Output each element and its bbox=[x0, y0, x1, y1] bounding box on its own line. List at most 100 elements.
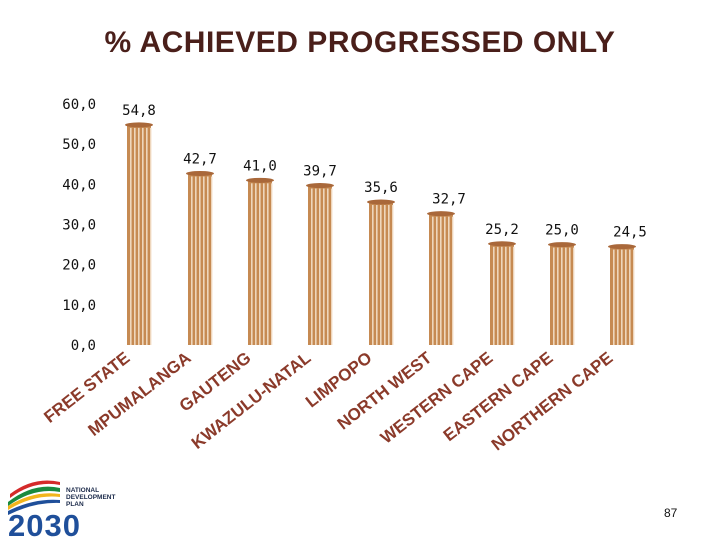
bar bbox=[367, 199, 395, 345]
bar-stripe bbox=[319, 188, 321, 345]
bar-stripe bbox=[271, 183, 273, 345]
bar-stripe bbox=[195, 176, 197, 345]
bar-stripe bbox=[323, 188, 325, 345]
bar-stripe bbox=[621, 249, 623, 345]
bar-stripe bbox=[384, 205, 386, 345]
bar-stripe bbox=[436, 216, 438, 345]
y-tick-label: 10,0 bbox=[62, 298, 96, 314]
bar bbox=[125, 122, 153, 346]
bar-stripe bbox=[432, 216, 434, 345]
y-tick-label: 60,0 bbox=[62, 97, 96, 113]
logo-line-1: NATIONAL bbox=[66, 487, 99, 494]
y-tick-label: 30,0 bbox=[62, 218, 96, 234]
bar bbox=[186, 170, 214, 345]
bar-stripe bbox=[191, 176, 193, 345]
bar-stripe bbox=[501, 246, 503, 345]
bar-stripe bbox=[259, 183, 261, 345]
bar-stripe bbox=[617, 249, 619, 345]
bar-cap bbox=[427, 211, 455, 217]
bar-cap bbox=[608, 244, 636, 250]
bar-stripe bbox=[267, 183, 269, 345]
data-label: 24,5 bbox=[613, 225, 647, 241]
bar-stripe bbox=[331, 188, 333, 345]
bar-stripe bbox=[376, 205, 378, 345]
data-label: 32,7 bbox=[432, 192, 466, 208]
bar-stripe bbox=[497, 246, 499, 345]
y-tick-label: 20,0 bbox=[62, 258, 96, 274]
y-tick-label: 40,0 bbox=[62, 177, 96, 193]
x-axis-labels: FREE STATEMPUMALANGAGAUTENGKWAZULU-NATAL… bbox=[40, 348, 616, 455]
flag-stripe-green bbox=[8, 486, 60, 506]
bar-stripe bbox=[311, 188, 313, 345]
bar-cap bbox=[367, 199, 395, 205]
data-label: 35,6 bbox=[364, 180, 398, 196]
bar-stripe bbox=[211, 176, 213, 345]
bar-stripe bbox=[315, 188, 317, 345]
bar-cap bbox=[548, 242, 576, 248]
bar-stripe bbox=[569, 247, 571, 345]
flag-stripe-gold bbox=[8, 493, 60, 510]
bar-stripe bbox=[150, 127, 152, 346]
bar-cap bbox=[306, 183, 334, 189]
bar-stripe bbox=[565, 247, 567, 345]
bar-stripe bbox=[493, 246, 495, 345]
bar-cap bbox=[246, 177, 274, 183]
bar bbox=[246, 177, 274, 345]
bar-stripe bbox=[199, 176, 201, 345]
bar-stripe bbox=[203, 176, 205, 345]
bar-stripe bbox=[146, 127, 148, 346]
bar-stripe bbox=[134, 127, 136, 346]
page-number: 87 bbox=[664, 506, 678, 520]
logo-line-2: DEVELOPMENT bbox=[66, 494, 116, 501]
bar-stripe bbox=[613, 249, 615, 345]
category-label: WESTERN CAPE bbox=[377, 348, 497, 447]
bar-stripe bbox=[392, 205, 394, 345]
bar-stripe bbox=[509, 246, 511, 345]
bar-stripe bbox=[255, 183, 257, 345]
data-label: 54,8 bbox=[122, 103, 156, 119]
bar bbox=[488, 241, 516, 345]
data-label: 42,7 bbox=[183, 151, 217, 167]
bar bbox=[306, 183, 334, 345]
y-tick-label: 50,0 bbox=[62, 137, 96, 153]
data-labels: 54,8 42,7 41,0 39,7 35,6 32,7 25,2 25,0 24,5 bbox=[122, 103, 647, 241]
bar-stripe bbox=[629, 249, 631, 345]
data-label: 25,2 bbox=[485, 222, 519, 238]
bar-stripe bbox=[452, 216, 454, 345]
bar-stripe bbox=[513, 246, 515, 345]
bar bbox=[608, 244, 636, 345]
chart-title: % ACHIEVED PROGRESSED ONLY bbox=[104, 26, 616, 59]
category-label: MPUMALANGA bbox=[85, 348, 195, 440]
bar-cap bbox=[186, 170, 214, 176]
bar-stripe bbox=[138, 127, 140, 346]
bar bbox=[427, 211, 455, 345]
bar-stripe bbox=[130, 127, 132, 346]
bar-stripe bbox=[557, 247, 559, 345]
flag-stripe-red bbox=[10, 480, 60, 498]
bar-cap bbox=[488, 241, 516, 247]
bar-stripe bbox=[561, 247, 563, 345]
data-label: 25,0 bbox=[545, 223, 579, 239]
logo-year: 2030 bbox=[8, 508, 81, 538]
bar-stripe bbox=[207, 176, 209, 345]
y-tick-label: 0,0 bbox=[71, 338, 96, 354]
bar-stripe bbox=[263, 183, 265, 345]
bar-stripe bbox=[388, 205, 390, 345]
bar-stripe bbox=[372, 205, 374, 345]
bar-stripe bbox=[327, 188, 329, 345]
data-label: 39,7 bbox=[303, 164, 337, 180]
bar-stripe bbox=[633, 249, 635, 345]
bar-stripe bbox=[448, 216, 450, 345]
bar-stripe bbox=[380, 205, 382, 345]
bar-stripe bbox=[553, 247, 555, 345]
bar-stripe bbox=[444, 216, 446, 345]
bar-stripe bbox=[142, 127, 144, 346]
y-axis-ticks: 0,0 10,0 20,0 30,0 40,0 50,0 60,0 bbox=[62, 97, 96, 354]
bars bbox=[125, 122, 636, 346]
bar-stripe bbox=[440, 216, 442, 345]
bar-stripe bbox=[573, 247, 575, 345]
bar-cap bbox=[125, 122, 153, 128]
bar bbox=[548, 242, 576, 345]
logo-line-3: PLAN bbox=[66, 501, 84, 508]
